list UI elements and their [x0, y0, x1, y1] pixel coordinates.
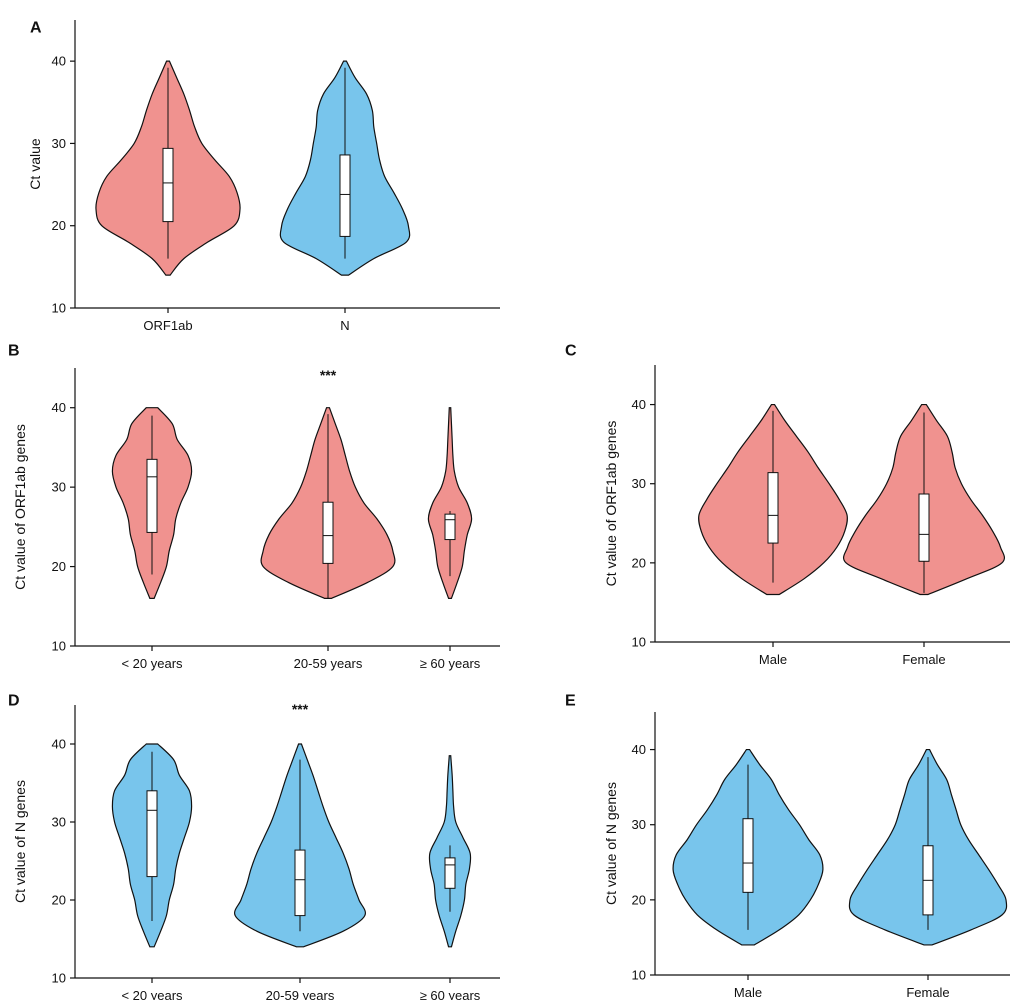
panel-e-y-tick-label: 10: [632, 968, 646, 983]
panel-a-group-1-box: [162, 147, 174, 223]
panel-b-y-tick-label: 20: [52, 559, 66, 574]
panel-b-group-2-box: [322, 501, 334, 564]
panel-d-group-1-box: [146, 790, 158, 878]
panel-b-group-3-violin: [427, 407, 473, 599]
panel-c-y-tick-label: 30: [632, 476, 646, 491]
panel-b-group-3-box: [444, 513, 456, 541]
panel-a-group-1-label: ORF1ab: [143, 318, 192, 333]
panel-e-y-tick-label: 20: [632, 892, 646, 907]
panel-b-group-2-label: 20-59 years: [294, 656, 363, 671]
panel-b-y-tick-label: 10: [52, 639, 66, 654]
panel-c-y-label: Ct value of ORF1ab genes: [603, 421, 619, 587]
panel-a-group-2-label: N: [340, 318, 349, 333]
panel-d-group-3-box: [444, 857, 456, 889]
panel-d-group-2-box: [294, 849, 306, 917]
panel-b-group-3-label: ≥ 60 years: [420, 656, 481, 671]
panel-d-significance: ***: [292, 701, 309, 717]
panel-d-group-2-label: 20-59 years: [266, 988, 335, 1000]
panel-b-significance: ***: [320, 367, 337, 383]
panel-e-letter: E: [565, 692, 576, 709]
panel-a-y-label: Ct value: [27, 138, 43, 190]
panel-c-group-2-label: Female: [902, 652, 945, 667]
panel-a-y-tick-label: 20: [52, 218, 66, 233]
panel-b: B 10 20 30 40 Ct value of ORF1ab genes *** < 20…: [8, 342, 500, 671]
panel-c: C 10 20 30 40 Ct value of ORF1ab genes Male Fem…: [565, 342, 1010, 667]
panel-d-group-1-label: < 20 years: [121, 988, 183, 1000]
panel-e-y-label: Ct value of N genes: [603, 782, 619, 905]
panel-a-y-tick-label: 30: [52, 136, 66, 151]
panel-e: E 10 20 30 40 Ct value of N genes Male Female: [565, 692, 1010, 1000]
panel-d-y-tick-label: 10: [52, 971, 66, 986]
panel-a-y-tick-label: 40: [52, 54, 66, 69]
panel-c-group-2-box: [918, 493, 930, 562]
panel-b-y-tick-label: 40: [52, 400, 66, 415]
panel-c-group-1-label: Male: [759, 652, 787, 667]
panel-d-y-tick-label: 20: [52, 893, 66, 908]
panel-e-y-tick-label: 30: [632, 817, 646, 832]
panel-e-y-tick-label: 40: [632, 742, 646, 757]
panel-a-group-2-box: [339, 154, 351, 237]
panel-e-group-2-label: Female: [906, 985, 949, 1000]
panel-d-y-tick-label: 40: [52, 737, 66, 752]
panel-c-group-1-box: [767, 472, 779, 544]
panel-c-y-tick-label: 10: [632, 635, 646, 650]
panel-b-letter: B: [8, 342, 20, 359]
panel-a-y-tick-label: 10: [52, 301, 66, 316]
panel-d-letter: D: [8, 692, 20, 709]
panel-e-group-1-box: [742, 818, 754, 893]
panel-a-letter: A: [30, 19, 42, 36]
panel-a: A 10 20 30 40 Ct value ORF1ab N: [27, 19, 500, 333]
panel-b-group-1-box: [146, 458, 158, 533]
panel-d-y-tick-label: 30: [52, 815, 66, 830]
panel-b-y-tick-label: 30: [52, 480, 66, 495]
panel-e-group-1-label: Male: [734, 985, 762, 1000]
panel-d: D 10 20 30 40 Ct value of N genes *** < 20 year…: [8, 692, 500, 1000]
panel-c-y-tick-label: 20: [632, 555, 646, 570]
panel-b-group-1-label: < 20 years: [121, 656, 183, 671]
panel-d-group-3-label: ≥ 60 years: [420, 988, 481, 1000]
panel-c-y-tick-label: 40: [632, 397, 646, 412]
panel-c-letter: C: [565, 342, 577, 359]
panel-b-y-label: Ct value of ORF1ab genes: [12, 424, 28, 590]
panel-d-y-label: Ct value of N genes: [12, 780, 28, 903]
